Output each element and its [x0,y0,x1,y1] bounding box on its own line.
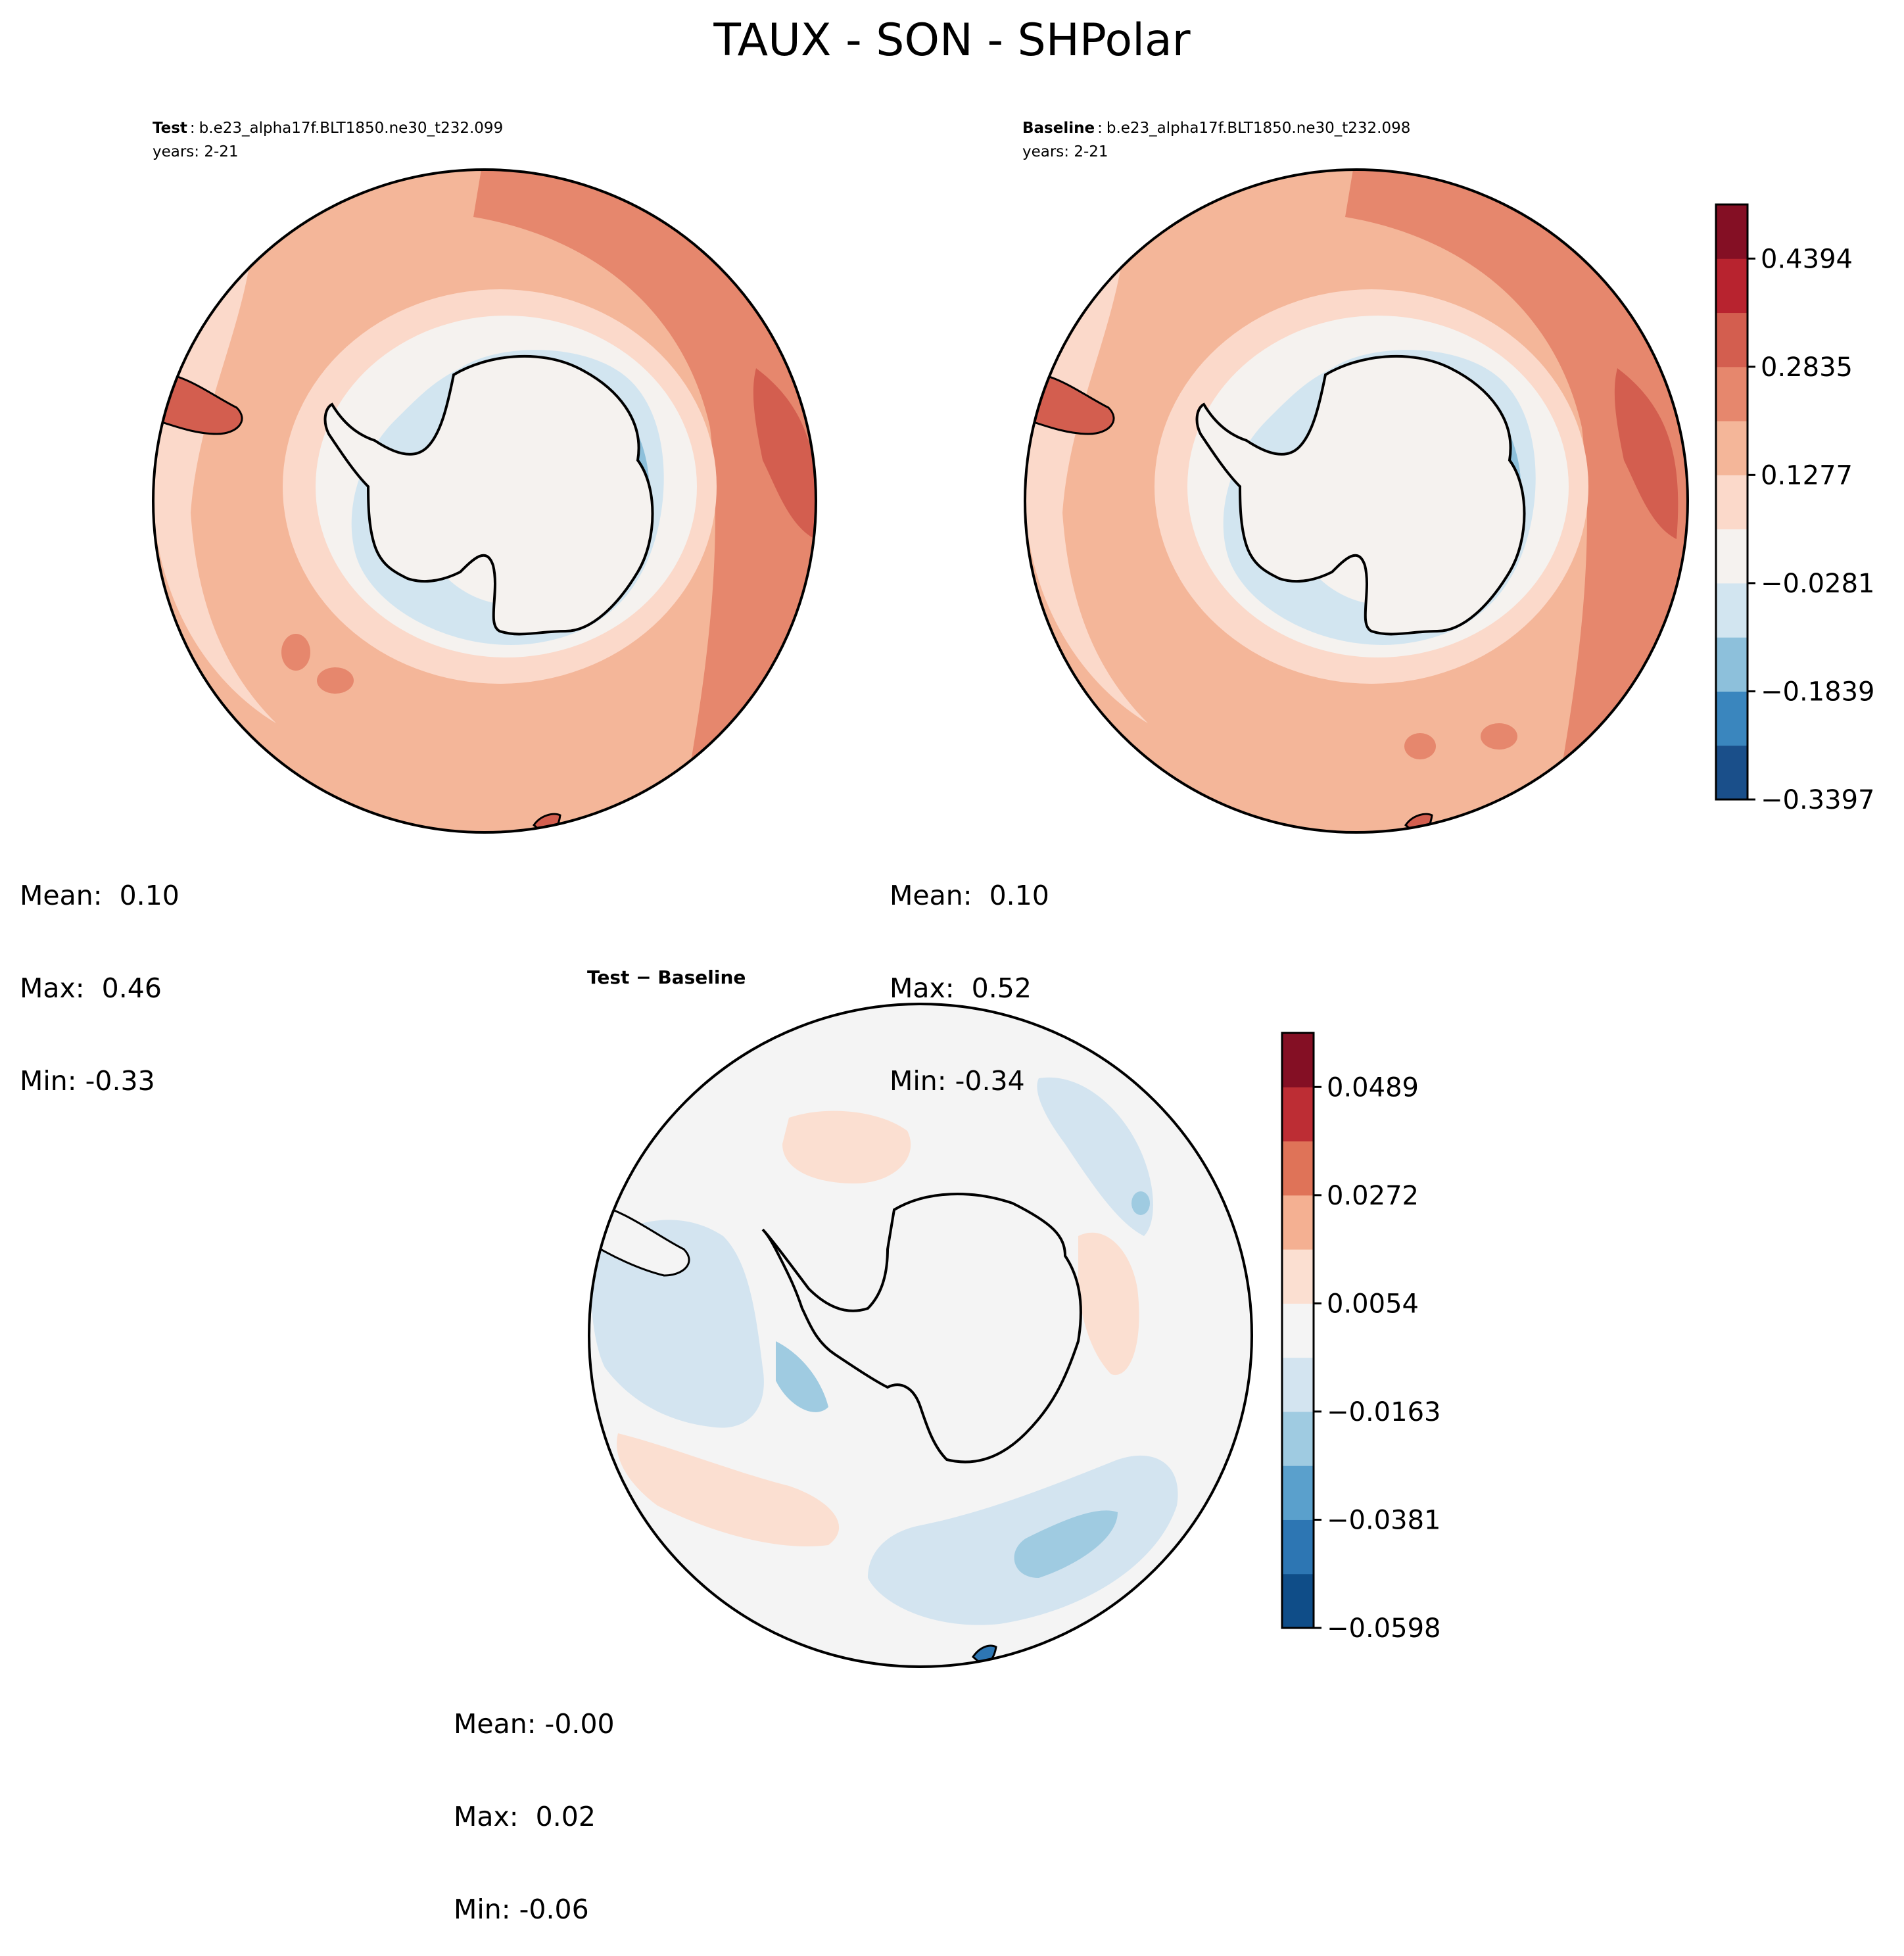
colorbar-main-tick-label: −0.0281 [1761,569,1874,599]
colorbar-main-swatch [1716,258,1748,314]
baseline-map-east-band [1345,170,1688,802]
diff-map-blue-southeast [868,1455,1178,1625]
diff-map [589,1004,1252,1667]
diff-map-antarctica-coast [761,1193,1082,1464]
baseline-label-sep: : [1097,120,1103,137]
baseline-map-antarctica-coast [1195,354,1526,636]
baseline-stats-mean: Mean: 0.10 [890,880,1049,911]
colorbar-diff-swatch [1282,1087,1314,1142]
test-map-small-red-2 [317,667,354,694]
colorbar-main-swatch [1716,312,1748,368]
colorbar-diff-swatch [1282,1466,1314,1520]
test-map-border [152,168,817,834]
test-map-south-america [153,373,243,435]
baseline-map-south-america [1025,373,1115,435]
diff-map-pink-east [1078,1232,1139,1375]
baseline-map-small-red [1404,733,1436,759]
colorbar-main-tick-label: 0.2835 [1761,352,1853,383]
colorbar-diff-swatch [1282,1303,1314,1358]
diff-panel: Test − Baseline [587,966,1253,1668]
colorbar-diff-swatch [1282,1141,1314,1196]
test-years: years: 2-21 [153,143,239,160]
baseline-map [1025,170,1688,832]
baseline-years: years: 2-21 [1022,143,1108,160]
colorbar-main-swatch [1716,475,1748,530]
diff-map-border [588,1003,1253,1668]
test-stats-mean: Mean: 0.10 [20,880,179,911]
diff-stats: Mean: -0.00 Max: 0.02 Min: -0.06 [454,1647,615,1956]
colorbar-diff: 0.0489 0.0272 0.0054 −0.0163 −0.0381 −0.0598 [1281,1032,1440,1644]
colorbar-diff-swatch [1282,1411,1314,1466]
colorbar-diff-swatch [1282,1519,1314,1575]
colorbar-diff-tick-label: 0.0489 [1327,1072,1419,1103]
baseline-case-name: b.e23_alpha17f.BLT1850.ne30_t232.098 [1107,120,1411,137]
test-stats-max: Max: 0.46 [20,972,162,1004]
colorbar-diff-swatch [1282,1249,1314,1304]
colorbar-diff-frame [1281,1032,1315,1629]
colorbar-main-swatch [1716,637,1748,692]
diff-map-blue-spot [1131,1191,1150,1215]
colorbar-diff-swatch [1282,1033,1314,1087]
colorbar-main-swatch [1716,691,1748,746]
colorbar-diff-swatch [1282,1195,1314,1250]
baseline-stats-min: Min: -0.34 [890,1065,1025,1097]
colorbar-main-swatch [1716,366,1748,421]
colorbar-main: 0.4394 0.2835 0.1277 −0.0281 −0.1839 −0.3397 [1715,203,1874,815]
diff-map-blue-southeast-core [1014,1510,1118,1578]
test-label: Test [153,120,187,137]
colorbar-main-tick-label: −0.1839 [1761,677,1874,707]
diff-map-pink-southwest [617,1433,840,1546]
test-case-name: b.e23_alpha17f.BLT1850.ne30_t232.099 [199,120,504,137]
diff-stats-mean: Mean: -0.00 [454,1708,615,1740]
colorbar-diff-swatch [1282,1357,1314,1412]
colorbar-diff-tick-label: −0.0598 [1327,1613,1440,1644]
test-map [153,170,816,832]
diff-title: Test − Baseline [587,966,746,988]
diff-map-blue-strip [776,1341,828,1412]
baseline-map-border [1024,168,1689,834]
diff-map-pink-north [782,1110,911,1183]
test-panel: Test: b.e23_alpha17f.BLT1850.ne30_t232.09… [152,120,817,834]
baseline-stats-max: Max: 0.52 [890,972,1032,1004]
figure-title: TAUX - SON - SHPolar [713,14,1190,66]
test-label-sep: : [190,120,195,137]
colorbar-diff-tick-label: 0.0054 [1327,1289,1419,1319]
baseline-stats: Mean: 0.10 Max: 0.52 Min: -0.34 [890,819,1049,1128]
baseline-panel-header: Baseline: b.e23_alpha17f.BLT1850.ne30_t23… [1022,120,1410,137]
colorbar-main-frame [1715,203,1749,801]
diff-map-south-america [590,1202,690,1277]
diff-stats-min: Min: -0.06 [454,1894,589,1925]
test-map-east-strong [753,368,816,539]
test-map-east-band [473,170,816,802]
baseline-label: Baseline [1022,120,1095,137]
colorbar-main-tick-label: 0.1277 [1761,460,1853,490]
colorbar-main-swatch [1716,204,1748,259]
colorbar-diff-swatch [1282,1573,1314,1629]
test-stats-min: Min: -0.33 [20,1065,155,1097]
colorbar-main-swatch [1716,529,1748,584]
colorbar-main-swatch [1716,421,1748,475]
baseline-map-east-strong [1614,368,1678,539]
diff-stats-max: Max: 0.02 [454,1801,596,1832]
colorbar-main-tick-label: 0.4394 [1761,244,1853,274]
test-stats: Mean: 0.10 Max: 0.46 Min: -0.33 [20,819,179,1128]
figure: TAUX - SON - SHPolar Test: b.e23_alpha17f… [152,14,1874,1668]
test-panel-header: Test: b.e23_alpha17f.BLT1850.ne30_t232.09… [153,120,503,137]
diff-map-blue-northeast [1037,1077,1153,1236]
test-map-antarctica-coast [323,354,654,636]
diff-map-blue-west [590,1220,764,1428]
colorbar-diff-tick-label: −0.0163 [1327,1397,1440,1427]
colorbar-main-swatch [1716,583,1748,638]
colorbar-main-swatch [1716,745,1748,800]
baseline-panel: Baseline: b.e23_alpha17f.BLT1850.ne30_t23… [1022,120,1689,834]
colorbar-diff-tick-label: −0.0381 [1327,1505,1440,1535]
test-map-small-red [281,634,310,671]
baseline-map-small-red-2 [1481,723,1517,750]
colorbar-diff-tick-label: 0.0272 [1327,1181,1419,1211]
colorbar-main-tick-label: −0.3397 [1761,785,1874,815]
